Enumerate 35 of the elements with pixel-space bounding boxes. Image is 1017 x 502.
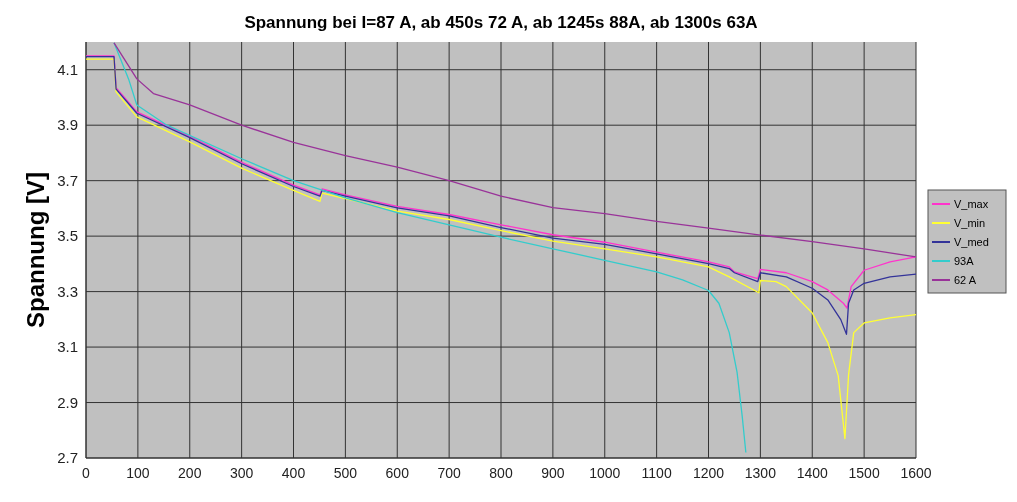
x-tick-label: 1600 [900, 465, 932, 481]
x-tick-label: 1000 [589, 465, 621, 481]
y-tick-label: 4.1 [57, 60, 78, 78]
x-tick-label: 200 [178, 465, 202, 481]
y-tick-label: 3.1 [57, 338, 78, 356]
x-tick-label: 500 [333, 465, 358, 481]
x-tick-label: 700 [437, 465, 462, 481]
y-tick-label: 2.7 [57, 449, 78, 466]
x-tick-label: 100 [126, 465, 150, 481]
x-tick-label: 1400 [796, 465, 829, 481]
legend-label: V_max [954, 198, 989, 210]
x-tick-label: 1100 [641, 465, 672, 481]
y-tick-label: 2.9 [57, 393, 78, 411]
y-tick-label: 3.9 [57, 116, 78, 134]
line-series [85, 58, 917, 440]
x-tick-label: 1500 [848, 465, 880, 481]
x-tick-label: 1200 [692, 465, 725, 481]
legend-label: 93A [954, 255, 975, 267]
y-axis-title: Spannung [V] [22, 172, 49, 328]
legend-label: V_min [954, 217, 986, 229]
x-tick-label: 600 [385, 465, 410, 481]
x-tick-label: 900 [541, 465, 565, 481]
line-series [113, 42, 747, 454]
x-tick-label: 300 [229, 465, 254, 481]
legend-label: V_med [954, 236, 989, 248]
line-series [113, 42, 917, 258]
x-tick-label: 0 [82, 465, 91, 481]
y-tick-label: 3.3 [57, 282, 78, 300]
x-tick-label: 400 [281, 465, 306, 481]
y-tick-label: 3.5 [57, 227, 78, 245]
legend-label: 62 A [954, 274, 977, 286]
x-tick-label: 1300 [744, 465, 777, 481]
x-tick-label: 800 [489, 465, 513, 481]
y-tick-label: 3.7 [57, 171, 78, 189]
chart-title: Spannung bei I=87 A, ab 450s 72 A, ab 1245s 88A, ab 1300s 63A [244, 13, 758, 32]
